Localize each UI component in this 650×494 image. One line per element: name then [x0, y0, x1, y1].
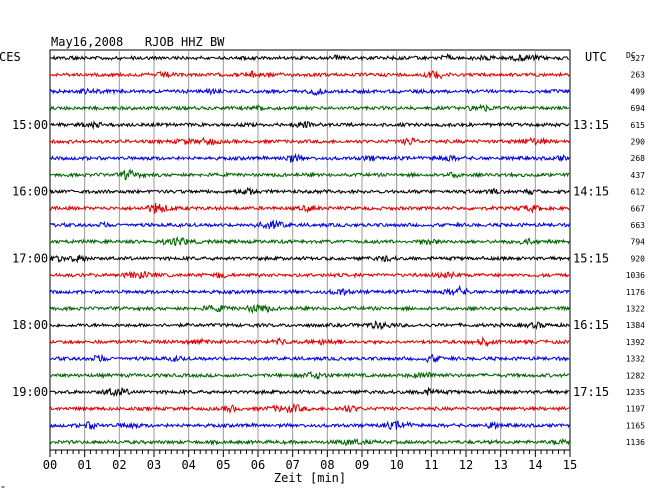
- trace-5: [49, 120, 570, 130]
- dc-value: 1332: [626, 355, 645, 364]
- dc-value: 1322: [626, 305, 645, 314]
- trace-23: [49, 419, 570, 431]
- trace-15: [49, 284, 570, 297]
- trace-16: [49, 304, 570, 315]
- hour-labels-right: 13:15 14:15 15:15 16:15 17:15: [573, 118, 609, 399]
- hour-labels-left: 15:00 16:00 17:00 18:00 19:00: [12, 118, 48, 399]
- dc-value: 1176: [626, 288, 645, 297]
- trace-22: [49, 403, 570, 415]
- x-tick-label: 15: [563, 458, 577, 472]
- dc-value: 1036: [626, 271, 645, 280]
- hour-label-right: 14:15: [573, 185, 609, 199]
- dc-value: 499: [631, 87, 646, 96]
- x-tick-label: 05: [216, 458, 230, 472]
- trace-11: [49, 219, 570, 230]
- seismic-traces: [49, 53, 570, 447]
- dc-value: 920: [631, 254, 646, 263]
- time-grid: [49, 49, 571, 451]
- dc-value: 694: [631, 104, 646, 113]
- dc-value: 1165: [626, 421, 645, 430]
- x-tick-label: 06: [251, 458, 265, 472]
- x-axis: 00 01 02 03 04 05 06 07 08 09 10 11 12 13 14 15: [43, 450, 577, 472]
- x-tick-label: 02: [112, 458, 126, 472]
- x-axis-label: Zeit [min]: [274, 471, 346, 485]
- hour-label-right: 16:15: [573, 318, 609, 332]
- dc-value: 794: [631, 238, 646, 247]
- trace-2: [49, 70, 570, 80]
- x-tick-label: 08: [320, 458, 334, 472]
- hour-label-right: 17:15: [573, 385, 609, 399]
- x-tick-label: 07: [285, 458, 299, 472]
- right-axis-label: UTC: [585, 50, 607, 64]
- dc-value: 437: [631, 171, 646, 180]
- trace-6: [49, 136, 570, 146]
- dc-value: 667: [631, 204, 646, 213]
- x-tick-label: 09: [355, 458, 369, 472]
- corner-mark: ≈: [1, 484, 5, 491]
- hour-label-right: 15:15: [573, 251, 609, 265]
- hour-label-left: 19:00: [12, 385, 48, 399]
- dc-value: 615: [631, 121, 646, 130]
- dc-value: 1197: [626, 405, 645, 414]
- trace-10: [49, 202, 570, 214]
- hour-label-left: 15:00: [12, 118, 48, 132]
- hour-label-right: 13:15: [573, 118, 609, 132]
- x-tick-label: 01: [77, 458, 91, 472]
- x-tick-label: 11: [424, 458, 438, 472]
- dc-value-column: 327 263 499 694 615 290 268 437 612 667 663 794 920 1…: [626, 54, 645, 447]
- dc-value: 327: [631, 54, 646, 63]
- hour-label-left: 18:00: [12, 318, 48, 332]
- trace-17: [49, 320, 570, 331]
- dc-value: 663: [631, 221, 646, 230]
- trace-21: [49, 386, 570, 398]
- dc-value: 1136: [626, 438, 645, 447]
- dc-value: 1235: [626, 388, 645, 397]
- trace-14: [49, 270, 570, 280]
- trace-20: [49, 370, 570, 380]
- dc-value: 1282: [626, 371, 645, 380]
- x-tick-label: 03: [147, 458, 161, 472]
- x-tick-label: 13: [493, 458, 507, 472]
- dc-header: DC: [626, 51, 636, 60]
- hour-label-left: 17:00: [12, 251, 48, 265]
- trace-13: [49, 254, 570, 264]
- hour-label-left: 16:00: [12, 185, 48, 199]
- trace-9: [49, 186, 570, 196]
- dc-value: 268: [631, 154, 646, 163]
- trace-18: [49, 336, 570, 348]
- trace-4: [49, 103, 570, 112]
- dc-value: 1392: [626, 338, 645, 347]
- x-tick-label: 12: [459, 458, 473, 472]
- x-tick-label: 00: [43, 458, 57, 472]
- x-tick-label: 10: [389, 458, 403, 472]
- trace-8: [49, 168, 570, 181]
- dc-value: 1384: [626, 321, 645, 330]
- trace-7: [49, 152, 570, 163]
- dc-value: 290: [631, 138, 646, 147]
- trace-12: [49, 235, 570, 247]
- chart-title: May16,2008 RJOB HHZ BW: [51, 35, 225, 49]
- trace-19: [49, 353, 570, 364]
- x-tick-label: 14: [528, 458, 542, 472]
- dc-value: 612: [631, 188, 646, 197]
- trace-3: [49, 87, 570, 97]
- trace-1: [49, 53, 570, 63]
- x-tick-label: 04: [181, 458, 195, 472]
- left-axis-label: CES: [0, 50, 21, 64]
- dc-value: 263: [631, 71, 646, 80]
- trace-24: [49, 437, 570, 447]
